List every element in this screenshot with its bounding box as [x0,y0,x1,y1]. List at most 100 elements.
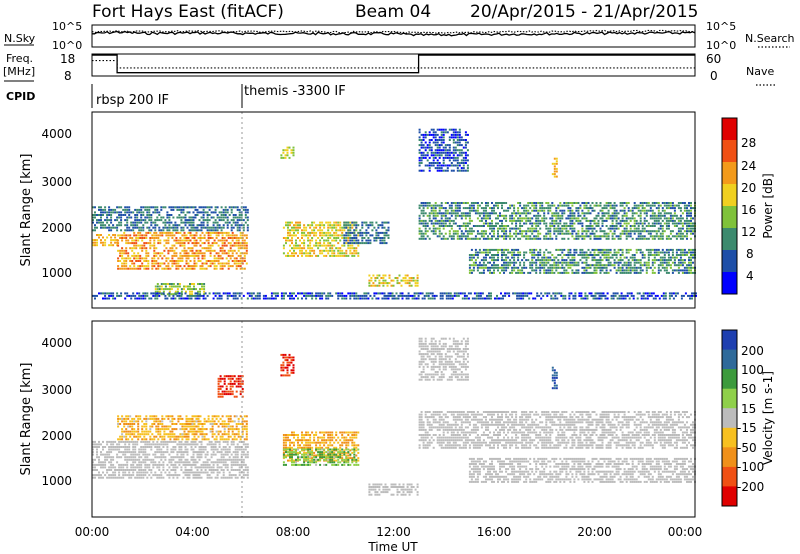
power-cells-cell [191,247,194,250]
power-cells-cell [454,202,457,204]
power-cells-cell [553,261,556,264]
power-cells-cell [142,294,145,297]
power-cells-cell [573,254,576,256]
vel-cells-cell [102,463,104,466]
power-cells-cell [123,252,126,255]
power-cells-cell [445,292,448,295]
power-cells-cell [587,230,590,233]
power-cells-cell [604,294,607,297]
power-cells-cell [145,260,148,262]
power-cells-cell [601,219,604,222]
power-cells-cell [631,256,634,259]
power-cells-cell [460,232,463,235]
power-cells-cell [345,297,348,300]
power-cells-cell [549,266,552,269]
power-cells-cell [424,146,427,149]
power-cells-cell [418,149,421,152]
power-cells-cell [688,219,690,222]
power-cells-cell [448,222,451,225]
power-cells-cell [627,248,630,251]
power-cells-cell [462,167,465,170]
power-cells-cell [589,266,592,269]
power-cells-cell [621,269,624,272]
power-cells-cell [593,254,596,256]
power-cells-cell [405,297,408,300]
power-cells-cell [119,249,122,252]
power-cells-cell [485,204,487,207]
power-cells-cell [589,232,592,235]
power-cells-cell [162,206,165,209]
power-cells-cell [623,222,626,225]
power-cells-cell [192,224,195,227]
power-cells-cell [491,222,493,225]
power-cells-cell [669,219,672,222]
power-cells-cell [641,264,644,267]
power-cells-cell [195,244,198,247]
power-cells-cell [138,221,141,224]
power-cells-cell [595,237,598,240]
power-cells-cell [442,207,445,210]
power-cells-cell [567,251,570,254]
power-cells-cell [434,217,437,220]
power-cells-cell [165,239,168,242]
power-cells-cell [446,212,449,215]
power-cells-cell [428,149,431,152]
power-cells-cell [355,229,358,232]
power-cells-cell [188,211,191,214]
power-cells-cell [637,259,640,262]
power-cells-cell [420,212,423,215]
power-cells-cell [679,237,682,240]
power-cells-cell [418,219,421,222]
power-cells-cell [303,229,306,232]
power-cells-cell [196,297,199,300]
power-cells-cell [222,216,225,219]
power-cells-cell [365,234,368,237]
power-cells-cell [301,252,303,255]
power-cells-cell [369,294,372,297]
power-cells-cell [183,242,186,245]
power-cells-cell [593,256,596,259]
power-cells-cell [252,297,255,300]
power-cells-cell [199,267,202,270]
power-cells-cell [239,254,242,257]
power-cells-cell [224,292,227,295]
power-cells-cell [351,231,354,234]
power-cells-cell [160,285,163,288]
power-cells-cell [291,254,293,257]
power-cells-cell [156,208,159,211]
power-cells-cell [474,248,477,251]
power-cells-cell [194,214,197,216]
power-cells-cell [609,264,612,267]
power-cells-cell [349,242,352,245]
vel-cells-cell [106,469,109,471]
power-cells-cell [149,237,152,239]
power-cells-cell [462,151,465,154]
power-cells-cell [353,221,356,224]
power-cells-cell [426,235,429,238]
power-cells-cell [549,235,552,238]
power-cells-cell [547,207,550,210]
power-cells-cell [230,211,233,214]
power-cells-cell [593,219,596,222]
power-cells-cell [607,209,610,212]
power-cells-cell [585,212,588,215]
vel-cells-cell [92,451,94,454]
power-cells-cell [631,207,634,210]
power-cells-cell [448,136,451,139]
power-cells-cell [587,225,590,227]
power-cells-cell [280,294,283,297]
power-cells-cell [237,237,240,239]
power-cells-cell [525,251,528,254]
power-cells-cell [549,209,552,212]
power-cells-cell [501,214,503,217]
power-cells-cell [438,212,441,215]
power-cells-cell [519,217,522,220]
power-cells-cell [369,234,372,237]
power-cells-cell [555,266,558,269]
power-cells-cell [531,269,534,272]
power-cells-cell [552,297,555,300]
power-cells-cell [478,266,481,269]
power-cells-cell [353,237,356,239]
power-cells-cell [327,249,330,252]
vel-cells-cell [100,466,102,469]
